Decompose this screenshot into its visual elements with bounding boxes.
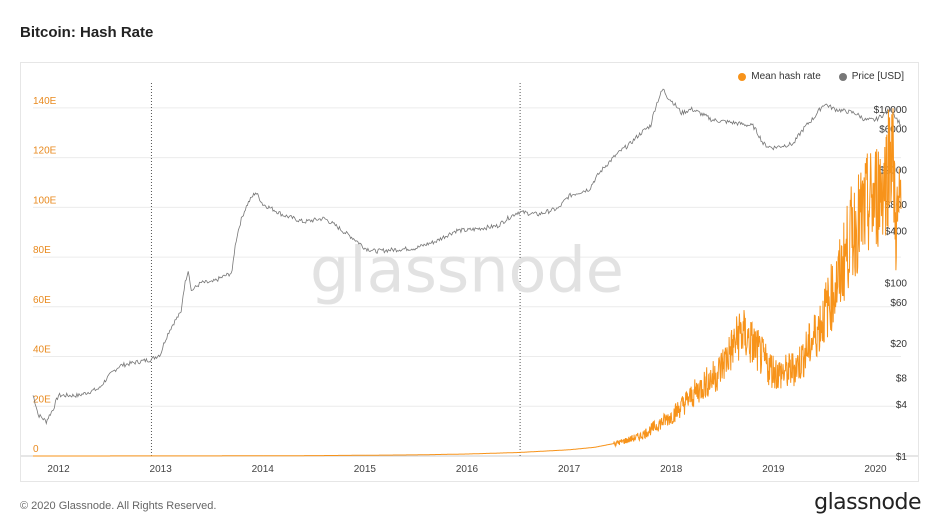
x-tick-label: 2016 — [456, 464, 479, 475]
y-right-tick-label: $100 — [885, 279, 908, 290]
footer-copyright: © 2020 Glassnode. All Rights Reserved. — [20, 500, 217, 512]
legend: Mean hash rate Price [USD] — [738, 71, 904, 82]
x-tick-label: 2013 — [150, 464, 173, 475]
x-tick-label: 2019 — [762, 464, 785, 475]
y-left-tick-label: 120E — [33, 146, 57, 157]
y-left-tick-label: 40E — [33, 345, 51, 356]
y-right-tick-label: $60 — [890, 298, 907, 309]
x-tick-label: 2014 — [252, 464, 275, 475]
y-right-tick-label: $4 — [896, 400, 908, 411]
chart-plot[interactable]: 0 20E 40E 60E 80E 100E 120E 140E 2012 2013 2014 201… — [21, 63, 918, 481]
legend-label-price: Price [USD] — [851, 71, 904, 82]
x-tick-label: 2012 — [47, 464, 70, 475]
y-right-tick-label: $800 — [885, 200, 908, 211]
x-tick-label: 2018 — [660, 464, 683, 475]
y-left-tick-label: 100E — [33, 195, 57, 206]
legend-label-hash-rate: Mean hash rate — [751, 71, 821, 82]
legend-dot-price — [838, 72, 847, 81]
legend-dot-hash-rate — [738, 72, 747, 81]
y-right-tick-label: $20 — [890, 339, 907, 350]
legend-item-hash-rate[interactable]: Mean hash rate — [738, 71, 821, 82]
price-line — [32, 88, 902, 426]
glassnode-logo[interactable]: glassnode — [814, 490, 921, 515]
x-tick-label: 2017 — [558, 464, 581, 475]
y-left-tick-label: 80E — [33, 245, 51, 256]
chart-frame: Mean hash rate Price [USD] 0 20E 40E 60E 80E… — [20, 62, 919, 482]
x-tick-label: 2020 — [864, 464, 887, 475]
page-title: Bitcoin: Hash Rate — [20, 24, 154, 41]
y-left-tick-label: 140E — [33, 96, 57, 107]
hash-rate-line — [33, 108, 902, 457]
y-right-tick-label: $8 — [896, 374, 908, 385]
y-left-tick-label: 0 — [33, 444, 39, 455]
y-left-tick-label: 20E — [33, 394, 51, 405]
y-right-tick-label: $1 — [896, 452, 908, 463]
watermark: glassnode — [310, 234, 624, 307]
y-left-tick-label: 60E — [33, 295, 51, 306]
x-tick-label: 2015 — [354, 464, 377, 475]
legend-item-price[interactable]: Price [USD] — [838, 71, 904, 82]
